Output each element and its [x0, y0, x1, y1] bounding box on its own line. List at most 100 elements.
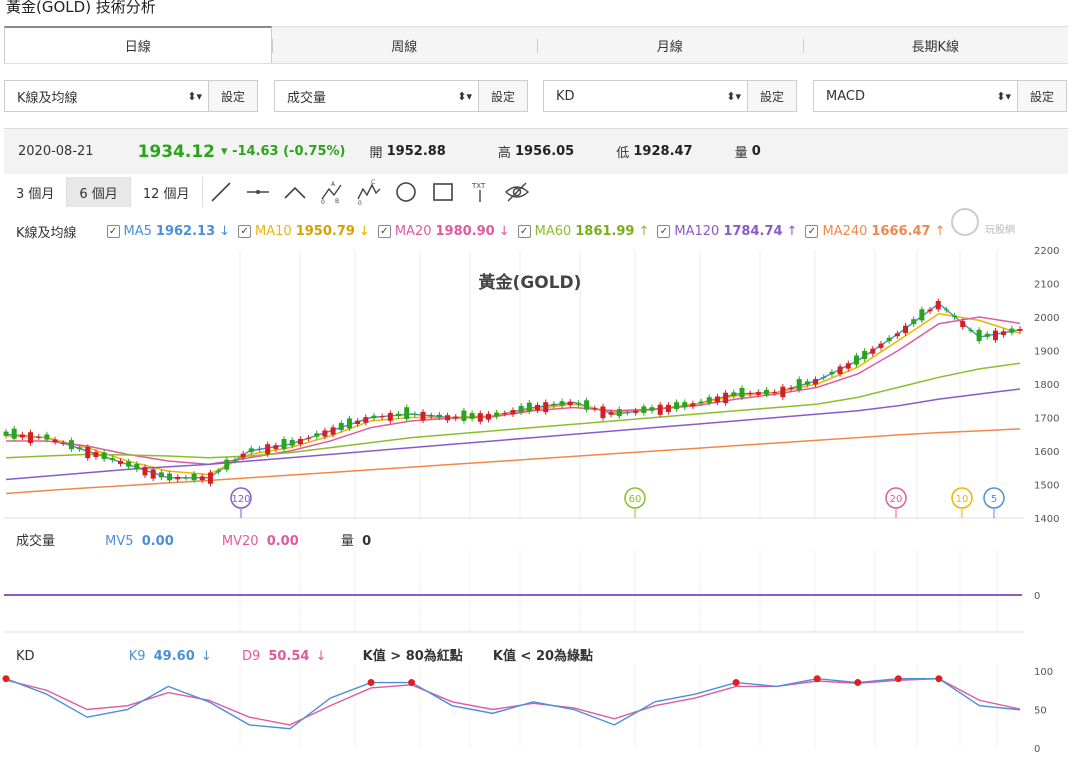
candle-body	[240, 453, 246, 458]
ma-marker-label: 120	[231, 494, 250, 505]
candle-body	[109, 458, 115, 461]
candle-body	[984, 333, 990, 337]
candle-body	[600, 406, 606, 419]
kd-red-dot	[935, 675, 943, 683]
candle-body	[477, 413, 483, 422]
range-6m-button[interactable]: 6 個月	[67, 177, 131, 207]
range-12m-button[interactable]: 12 個月	[130, 177, 203, 207]
mv20-value: 0.00	[266, 534, 299, 549]
candle-body	[911, 319, 917, 325]
ma60-label: MA60	[534, 223, 572, 239]
ma60-arrow: ↑	[638, 223, 650, 239]
main-indicator-select[interactable]: K線及均線 ⬍▾	[4, 80, 209, 112]
kd-settings-button[interactable]: 設定	[748, 80, 797, 112]
candle-body	[698, 401, 704, 404]
candle-body	[845, 363, 851, 369]
change-value: -14.63 (-0.75%)	[232, 144, 346, 159]
range-3m-button[interactable]: 3 個月	[4, 177, 68, 207]
candle-body	[706, 397, 712, 403]
candle-body	[126, 461, 132, 467]
candle-body	[665, 404, 671, 412]
candle-body	[723, 392, 729, 404]
ma-marker-label: 20	[890, 494, 903, 505]
candle-body	[428, 415, 434, 417]
last-price: 1934.12	[137, 141, 215, 162]
tab-monthly[interactable]: 月線	[537, 26, 803, 63]
candle-body	[714, 396, 720, 403]
macd-indicator-select[interactable]: MACD ⬍▾	[813, 80, 1018, 112]
main-settings-button[interactable]: 設定	[209, 80, 258, 112]
kd-legend: KD K9 49.60 ↓ D9 50.54 ↓ K值 > 80為紅點 K值 <…	[16, 645, 593, 664]
open-value: 1952.88	[386, 144, 446, 159]
ma-line-ma240	[5, 428, 1021, 495]
ma60-checkbox[interactable]: ✓	[517, 224, 531, 238]
ma20-label: MA20	[394, 223, 432, 239]
kd-axis-tick: 100	[1034, 667, 1053, 678]
tab-long-term[interactable]: 長期K線	[802, 26, 1068, 63]
price-axis-tick: 1900	[1034, 347, 1059, 358]
vol-label: 量	[340, 534, 354, 549]
price-axis-tick: 1800	[1034, 380, 1059, 391]
mv5-value: 0.00	[141, 534, 174, 549]
candle-body	[355, 420, 361, 424]
volume-label: 量	[734, 146, 748, 161]
candle-body	[551, 403, 557, 406]
price-axis-tick: 2200	[1034, 246, 1059, 257]
candle-body	[314, 433, 320, 437]
d9-label: D9	[241, 649, 261, 664]
ma5-arrow: ↓	[219, 223, 231, 239]
candle-body	[387, 412, 393, 421]
candle-body	[232, 459, 238, 461]
ma120-label: MA120	[674, 223, 720, 239]
select-value: MACD	[826, 88, 865, 104]
svg-text:0: 0	[358, 200, 362, 205]
tab-weekly[interactable]: 周線	[271, 26, 537, 63]
candle-body	[289, 439, 295, 446]
candle-body	[330, 427, 336, 435]
text-tool-icon[interactable]: TXT	[462, 177, 499, 207]
select-value: 成交量	[287, 90, 327, 106]
tab-daily[interactable]: 日線	[4, 26, 272, 63]
candle-body	[85, 447, 91, 459]
ma20-value: 1980.90	[435, 223, 495, 239]
vol-value: 0	[362, 534, 372, 549]
candle-body	[142, 467, 148, 476]
candle-body	[829, 371, 835, 375]
candle-body	[436, 414, 442, 418]
candle-body	[167, 473, 173, 481]
ma5-checkbox[interactable]: ✓	[106, 224, 120, 238]
high-label: 高	[497, 146, 511, 161]
horizontal-line-tool-icon[interactable]	[240, 177, 277, 207]
candle-body	[739, 387, 745, 398]
rectangle-tool-icon[interactable]	[425, 177, 462, 207]
candle-body	[494, 412, 500, 417]
sort-arrows-icon: ⬍▾	[996, 89, 1011, 103]
candle-body	[158, 472, 164, 478]
line-tool-icon[interactable]	[203, 177, 240, 207]
macd-settings-button[interactable]: 設定	[1018, 80, 1067, 112]
candle-body	[870, 348, 876, 354]
angle-tool-icon[interactable]	[277, 177, 314, 207]
ma120-checkbox[interactable]: ✓	[657, 224, 671, 238]
hide-drawings-icon[interactable]	[499, 177, 536, 207]
abc-pattern-tool-icon[interactable]: A 0 B	[314, 177, 351, 207]
ma10-checkbox[interactable]: ✓	[238, 224, 252, 238]
candle-body	[543, 402, 549, 413]
ma240-checkbox[interactable]: ✓	[805, 224, 819, 238]
candle-body	[796, 379, 802, 390]
ma120-value: 1784.74	[723, 223, 783, 239]
volume-settings-button[interactable]: 設定	[479, 80, 528, 112]
candle-body	[363, 417, 369, 423]
ma-marker-20	[885, 487, 907, 509]
candle-body	[624, 412, 630, 414]
candle-body	[306, 437, 312, 439]
volume-indicator-select[interactable]: 成交量 ⬍▾	[274, 80, 479, 112]
macd-indicator-group: MACD ⬍▾ 設定	[813, 80, 1067, 112]
circle-tool-icon[interactable]	[388, 177, 425, 207]
candle-body	[674, 402, 680, 409]
kd-indicator-select[interactable]: KD ⬍▾	[543, 80, 748, 112]
kd-red-dot	[732, 679, 740, 687]
ma20-checkbox[interactable]: ✓	[377, 224, 391, 238]
